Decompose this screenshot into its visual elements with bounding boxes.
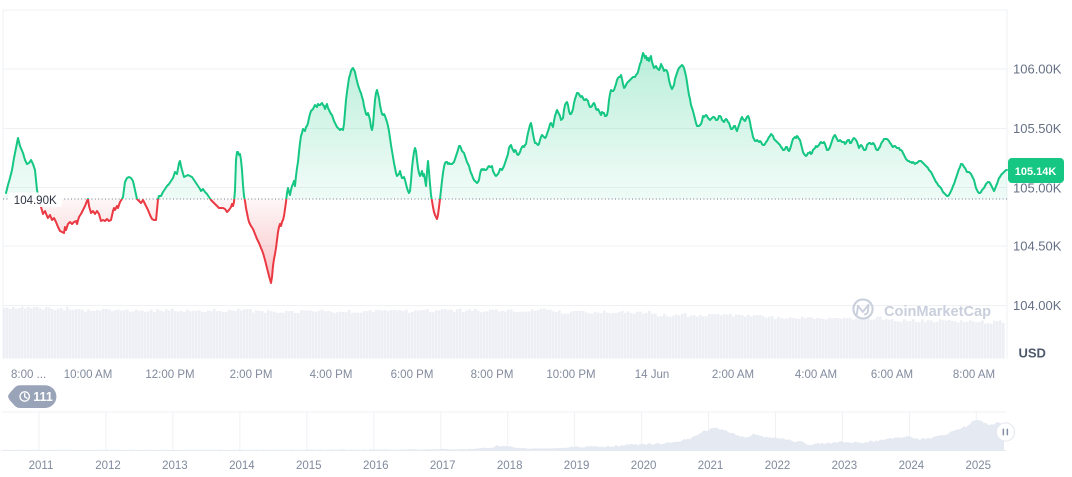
svg-text:105.00K: 105.00K xyxy=(1013,181,1062,196)
svg-text:2020: 2020 xyxy=(631,460,657,472)
svg-text:104.90K: 104.90K xyxy=(14,195,57,207)
svg-text:14 Jun: 14 Jun xyxy=(635,369,670,381)
svg-text:12:00 PM: 12:00 PM xyxy=(145,369,194,381)
svg-text:8:00 AM: 8:00 AM xyxy=(953,369,995,381)
svg-text:8:00 PM: 8:00 PM xyxy=(471,369,514,381)
svg-text:2022: 2022 xyxy=(765,460,791,472)
svg-text:6:00 AM: 6:00 AM xyxy=(871,369,913,381)
svg-text:2:00 PM: 2:00 PM xyxy=(230,369,273,381)
svg-text:10:00 AM: 10:00 AM xyxy=(64,369,113,381)
svg-text:111: 111 xyxy=(33,390,53,404)
svg-text:2:00 AM: 2:00 AM xyxy=(712,369,754,381)
svg-text:2018: 2018 xyxy=(497,460,523,472)
svg-text:2011: 2011 xyxy=(29,460,54,472)
svg-text:2016: 2016 xyxy=(363,460,389,472)
svg-text:104.50K: 104.50K xyxy=(1013,239,1062,254)
svg-text:CoinMarketCap: CoinMarketCap xyxy=(884,304,991,320)
svg-text:2025: 2025 xyxy=(966,460,992,472)
svg-text:4:00 PM: 4:00 PM xyxy=(310,369,353,381)
svg-text:2023: 2023 xyxy=(832,460,858,472)
svg-text:2012: 2012 xyxy=(95,460,121,472)
svg-text:2021: 2021 xyxy=(698,460,724,472)
svg-text:104.00K: 104.00K xyxy=(1013,298,1062,313)
svg-text:105.50K: 105.50K xyxy=(1013,121,1062,136)
svg-text:2017: 2017 xyxy=(430,460,456,472)
svg-text:6:00 PM: 6:00 PM xyxy=(391,369,434,381)
svg-text:2015: 2015 xyxy=(296,460,322,472)
svg-text:2024: 2024 xyxy=(899,460,925,472)
svg-text:10:00 PM: 10:00 PM xyxy=(546,369,595,381)
svg-text:4:00 AM: 4:00 AM xyxy=(795,369,837,381)
svg-text:2014: 2014 xyxy=(229,460,255,472)
svg-text:106.00K: 106.00K xyxy=(1013,62,1062,77)
svg-text:USD: USD xyxy=(1019,346,1046,361)
svg-text:8:00 ...: 8:00 ... xyxy=(11,369,46,381)
svg-text:105.14K: 105.14K xyxy=(1015,166,1057,178)
svg-text:2019: 2019 xyxy=(564,460,590,472)
svg-text:2013: 2013 xyxy=(162,460,188,472)
